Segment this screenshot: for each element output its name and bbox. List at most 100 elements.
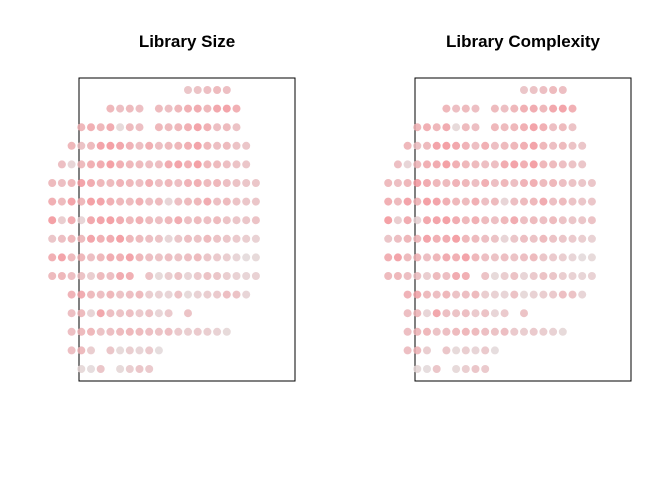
spot-point xyxy=(510,234,519,243)
spot-point xyxy=(510,141,519,150)
spot-point xyxy=(490,253,499,262)
spot-point xyxy=(145,290,154,299)
spot-point xyxy=(413,253,422,262)
spot-point xyxy=(116,141,125,150)
spot-point xyxy=(403,309,412,318)
spot-point xyxy=(432,234,441,243)
spot-point xyxy=(106,179,115,187)
spot-point xyxy=(203,253,212,262)
spot-point xyxy=(164,234,173,243)
spot-point xyxy=(481,160,490,169)
spot-point xyxy=(164,327,173,336)
spot-point xyxy=(164,141,173,150)
spot-point xyxy=(135,160,144,169)
spot-point xyxy=(520,253,528,262)
spot-point xyxy=(77,216,86,225)
spot-point xyxy=(174,197,183,206)
spot-point xyxy=(242,179,251,187)
spot-point xyxy=(413,123,422,132)
spot-point xyxy=(232,272,241,280)
spot-point xyxy=(403,346,412,355)
spot-point xyxy=(423,365,431,373)
spot-point xyxy=(393,197,402,206)
spot-point xyxy=(116,346,125,355)
spot-point xyxy=(67,272,76,280)
spot-point xyxy=(106,160,115,169)
spot-point xyxy=(164,272,173,280)
spot-point xyxy=(423,272,431,280)
spot-point xyxy=(568,123,577,132)
spot-point xyxy=(106,272,115,280)
spot-point xyxy=(96,327,105,336)
spot-point xyxy=(393,272,402,280)
spot-point xyxy=(145,216,154,225)
spot-point xyxy=(432,197,441,206)
spot-point xyxy=(413,160,422,169)
spot-point xyxy=(510,253,519,262)
spot-point xyxy=(77,272,86,280)
spot-point xyxy=(232,216,241,225)
spot-point xyxy=(135,253,144,262)
spot-point xyxy=(106,346,115,355)
spot-point xyxy=(384,197,393,206)
spot-point xyxy=(213,160,222,169)
spot-point xyxy=(106,123,115,132)
spot-point xyxy=(203,123,212,132)
spot-point xyxy=(184,123,192,132)
spot-point xyxy=(471,309,480,318)
spot-point xyxy=(539,216,548,225)
spot-point xyxy=(490,141,499,150)
spot-point xyxy=(213,86,222,94)
spot-point xyxy=(578,160,587,169)
spot-point xyxy=(242,197,251,206)
spot-point xyxy=(452,365,461,373)
spot-point xyxy=(222,123,231,132)
spot-point xyxy=(203,327,212,336)
spot-point xyxy=(193,197,202,206)
spot-point xyxy=(481,309,490,318)
spot-point xyxy=(452,234,461,243)
spot-point xyxy=(461,160,470,169)
spot-point xyxy=(539,272,548,280)
spot-point xyxy=(520,160,528,169)
spot-point xyxy=(461,253,470,262)
spot-point xyxy=(67,234,76,243)
spot-point xyxy=(403,160,412,169)
spot-point xyxy=(432,365,441,373)
spot-point xyxy=(549,86,558,94)
spot-point xyxy=(539,86,548,94)
spot-point xyxy=(213,104,222,113)
spot-point xyxy=(461,234,470,243)
spot-point xyxy=(67,290,76,299)
spot-point xyxy=(77,234,86,243)
spot-point xyxy=(384,216,393,225)
spot-point xyxy=(106,197,115,206)
spot-point xyxy=(500,253,509,262)
spot-point xyxy=(558,253,567,262)
spot-point xyxy=(87,327,95,336)
spot-point xyxy=(232,160,241,169)
spot-point xyxy=(558,141,567,150)
spot-point xyxy=(96,216,105,225)
spot-point xyxy=(471,327,480,336)
spot-point xyxy=(154,141,163,150)
spot-point xyxy=(222,179,231,187)
spot-point xyxy=(232,197,241,206)
spot-point xyxy=(87,309,95,318)
spot-point xyxy=(510,272,519,280)
spot-point xyxy=(87,272,95,280)
spot-point xyxy=(48,253,57,262)
plot-box-library-complexity xyxy=(414,77,632,382)
spot-point xyxy=(490,290,499,299)
spot-point xyxy=(213,253,222,262)
spot-point xyxy=(520,86,528,94)
spot-point xyxy=(57,197,66,206)
spot-point xyxy=(193,216,202,225)
spot-point xyxy=(578,197,587,206)
spot-point xyxy=(174,141,183,150)
spot-point xyxy=(145,234,154,243)
spot-point xyxy=(500,197,509,206)
spot-point xyxy=(135,123,144,132)
spot-point xyxy=(154,272,163,280)
spot-point xyxy=(490,179,499,187)
